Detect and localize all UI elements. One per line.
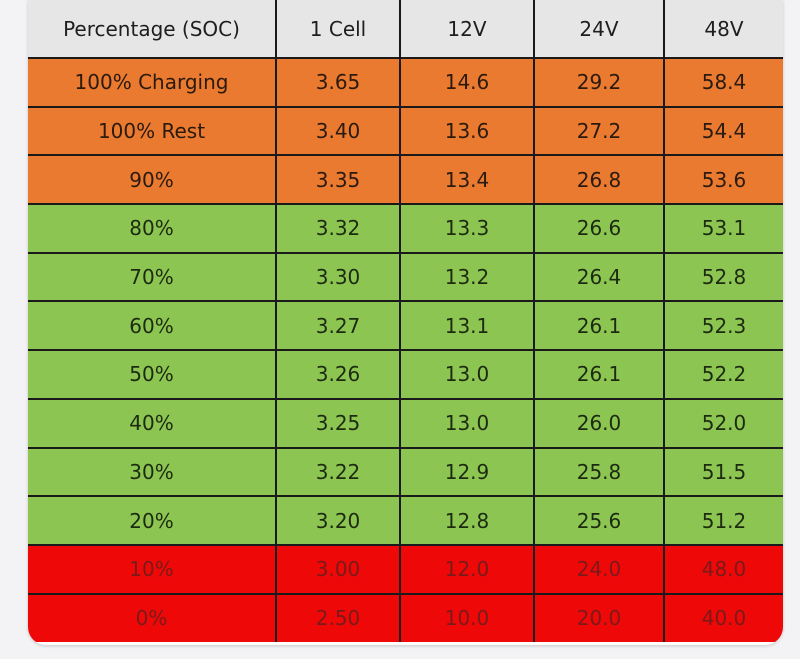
table-row: 10% 3.00 12.0 24.0 48.0 (28, 543, 783, 595)
header-percentage: Percentage (SOC) (28, 0, 277, 59)
table-row: 90% 3.35 13.4 26.8 53.6 (28, 154, 783, 206)
cell-48v: 58.4 (663, 57, 783, 108)
cell-1-cell: 3.32 (275, 203, 401, 254)
cell-1-cell: 3.35 (275, 154, 401, 206)
cell-1-cell: 3.65 (275, 57, 401, 108)
cell-soc: 40% (28, 397, 277, 449)
cell-soc: 30% (28, 446, 277, 498)
table-row: 100% Rest 3.40 13.6 27.2 54.4 (28, 105, 783, 157)
cell-24v: 20.0 (533, 592, 665, 643)
cell-48v: 52.2 (663, 349, 783, 400)
table-row: 50% 3.26 13.0 26.1 52.2 (28, 349, 783, 400)
cell-soc: 70% (28, 251, 277, 303)
cell-12v: 12.8 (399, 495, 535, 546)
cell-soc: 20% (28, 495, 277, 546)
cell-soc: 100% Charging (28, 57, 277, 108)
cell-48v: 54.4 (663, 105, 783, 157)
table-row: 20% 3.20 12.8 25.6 51.2 (28, 495, 783, 546)
cell-12v: 13.6 (399, 105, 535, 157)
cell-24v: 26.4 (533, 251, 665, 303)
cell-12v: 13.2 (399, 251, 535, 303)
cell-1-cell: 3.27 (275, 300, 401, 352)
soc-voltage-table: Percentage (SOC) 1 Cell 12V 24V 48V 100%… (28, 0, 783, 643)
table-body: 100% Charging 3.65 14.6 29.2 58.4 100% Rest 3.… (28, 57, 783, 643)
cell-24v: 26.1 (533, 300, 665, 352)
cell-48v: 53.6 (663, 154, 783, 206)
cell-48v: 53.1 (663, 203, 783, 254)
cell-24v: 26.0 (533, 397, 665, 449)
cell-1-cell: 3.40 (275, 105, 401, 157)
cell-48v: 51.2 (663, 495, 783, 546)
header-48v: 48V (663, 0, 783, 59)
cell-12v: 12.9 (399, 446, 535, 498)
cell-1-cell: 3.30 (275, 251, 401, 303)
header-24v: 24V (533, 0, 665, 59)
cell-24v: 26.8 (533, 154, 665, 206)
cell-48v: 52.0 (663, 397, 783, 449)
cell-48v: 51.5 (663, 446, 783, 498)
table-card: Percentage (SOC) 1 Cell 12V 24V 48V 100%… (28, 0, 783, 645)
cell-soc: 50% (28, 349, 277, 400)
table-header: Percentage (SOC) 1 Cell 12V 24V 48V (28, 0, 783, 59)
cell-12v: 14.6 (399, 57, 535, 108)
cell-12v: 13.0 (399, 397, 535, 449)
cell-24v: 26.6 (533, 203, 665, 254)
cell-24v: 24.0 (533, 543, 665, 595)
cell-48v: 52.8 (663, 251, 783, 303)
cell-24v: 27.2 (533, 105, 665, 157)
cell-1-cell: 3.22 (275, 446, 401, 498)
cell-soc: 80% (28, 203, 277, 254)
cell-1-cell: 3.00 (275, 543, 401, 595)
cell-1-cell: 2.50 (275, 592, 401, 643)
cell-12v: 10.0 (399, 592, 535, 643)
table-row: 70% 3.30 13.2 26.4 52.8 (28, 251, 783, 303)
table-row: 100% Charging 3.65 14.6 29.2 58.4 (28, 57, 783, 108)
table-row: 60% 3.27 13.1 26.1 52.3 (28, 300, 783, 352)
cell-soc: 60% (28, 300, 277, 352)
cell-48v: 40.0 (663, 592, 783, 643)
cell-soc: 10% (28, 543, 277, 595)
header-12v: 12V (399, 0, 535, 59)
cell-soc: 90% (28, 154, 277, 206)
cell-1-cell: 3.25 (275, 397, 401, 449)
header-1-cell: 1 Cell (275, 0, 401, 59)
cell-48v: 52.3 (663, 300, 783, 352)
cell-soc: 0% (28, 592, 277, 643)
cell-24v: 26.1 (533, 349, 665, 400)
table-row: 40% 3.25 13.0 26.0 52.0 (28, 397, 783, 449)
cell-12v: 13.4 (399, 154, 535, 206)
cell-12v: 13.0 (399, 349, 535, 400)
cell-12v: 13.3 (399, 203, 535, 254)
cell-1-cell: 3.26 (275, 349, 401, 400)
table-row: 30% 3.22 12.9 25.8 51.5 (28, 446, 783, 498)
cell-24v: 25.6 (533, 495, 665, 546)
table-row: 80% 3.32 13.3 26.6 53.1 (28, 203, 783, 254)
header-row: Percentage (SOC) 1 Cell 12V 24V 48V (28, 0, 783, 59)
cell-soc: 100% Rest (28, 105, 277, 157)
cell-12v: 12.0 (399, 543, 535, 595)
cell-1-cell: 3.20 (275, 495, 401, 546)
cell-48v: 48.0 (663, 543, 783, 595)
cell-24v: 25.8 (533, 446, 665, 498)
cell-24v: 29.2 (533, 57, 665, 108)
table-row: 0% 2.50 10.0 20.0 40.0 (28, 592, 783, 643)
cell-12v: 13.1 (399, 300, 535, 352)
